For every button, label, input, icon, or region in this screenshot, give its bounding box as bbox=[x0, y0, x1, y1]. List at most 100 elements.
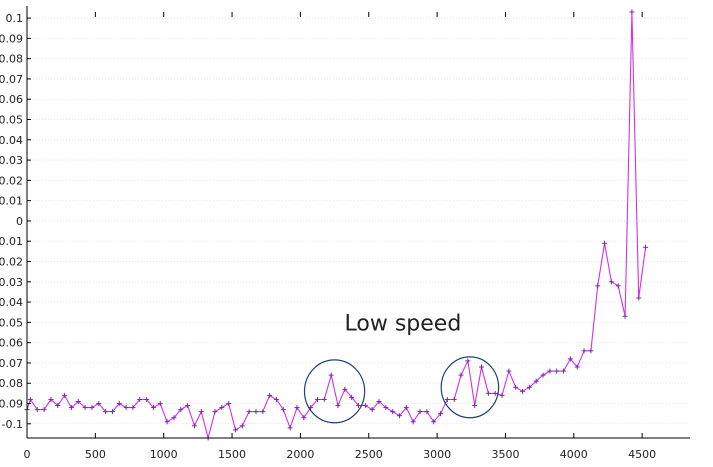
y-tick-label: 0.1 bbox=[6, 12, 24, 25]
highlight-ellipse bbox=[440, 356, 500, 419]
data-point-marker bbox=[82, 405, 88, 411]
data-point-marker bbox=[458, 372, 464, 378]
data-point-marker bbox=[636, 295, 642, 301]
data-point-marker bbox=[438, 411, 444, 417]
data-point-marker bbox=[239, 423, 245, 429]
data-point-marker bbox=[123, 405, 129, 411]
y-tick-label: -0.04 bbox=[0, 296, 23, 309]
highlight-ellipses bbox=[303, 356, 500, 424]
data-point-marker bbox=[533, 378, 539, 384]
data-point-marker bbox=[390, 409, 396, 415]
x-tick-label: 500 bbox=[85, 448, 106, 461]
y-tick-label: 0.03 bbox=[0, 154, 23, 167]
data-point-marker bbox=[595, 283, 601, 289]
data-point-marker bbox=[397, 413, 403, 419]
data-point-marker bbox=[417, 409, 423, 415]
data-point-marker bbox=[540, 372, 546, 378]
data-point-marker bbox=[403, 405, 409, 411]
data-point-marker bbox=[485, 390, 491, 396]
data-point-marker bbox=[410, 419, 416, 425]
annotation-label: Low speed bbox=[345, 311, 462, 336]
data-point-marker bbox=[520, 388, 526, 394]
y-tick-label: 0.08 bbox=[0, 53, 23, 66]
data-point-marker bbox=[465, 358, 471, 364]
y-tick-label: -0.09 bbox=[0, 398, 23, 411]
y-tick-label: -0.08 bbox=[0, 377, 23, 390]
series bbox=[24, 9, 649, 441]
data-point-marker bbox=[103, 409, 109, 415]
data-point-marker bbox=[479, 364, 485, 370]
data-point-marker bbox=[164, 419, 170, 425]
data-point-marker bbox=[246, 409, 252, 415]
data-point-marker bbox=[472, 403, 478, 409]
data-point-marker bbox=[561, 368, 567, 374]
data-point-marker bbox=[48, 396, 54, 402]
data-point-marker bbox=[342, 386, 348, 392]
x-tick-label: 2500 bbox=[355, 448, 383, 461]
y-tick-label: 0.04 bbox=[0, 134, 23, 147]
data-point-marker bbox=[191, 423, 197, 429]
x-tick-label: 0 bbox=[24, 448, 31, 461]
x-tick-label: 1000 bbox=[150, 448, 178, 461]
data-point-marker bbox=[349, 394, 355, 400]
data-point-marker bbox=[260, 409, 266, 415]
x-tick-label: 2000 bbox=[286, 448, 314, 461]
data-point-marker bbox=[581, 348, 587, 354]
data-point-marker bbox=[444, 396, 450, 402]
data-point-marker bbox=[588, 348, 594, 354]
data-point-marker bbox=[574, 364, 580, 370]
y-tick-label: -0.06 bbox=[0, 337, 23, 350]
data-point-marker bbox=[506, 368, 512, 374]
data-point-marker bbox=[253, 409, 259, 415]
data-point-marker bbox=[369, 407, 375, 413]
x-tick-label: 4500 bbox=[628, 448, 656, 461]
data-point-marker bbox=[356, 403, 361, 409]
data-point-marker bbox=[492, 390, 498, 396]
data-point-marker bbox=[226, 401, 232, 407]
data-point-marker bbox=[62, 392, 68, 398]
grid-lines bbox=[27, 17, 690, 425]
data-point-marker bbox=[554, 368, 560, 374]
data-point-marker bbox=[219, 405, 225, 411]
data-point-marker bbox=[34, 407, 40, 413]
data-point-marker bbox=[526, 384, 532, 390]
data-point-marker bbox=[198, 409, 204, 415]
data-point-marker bbox=[513, 384, 519, 390]
y-tick-label: -0.07 bbox=[0, 357, 23, 370]
data-point-marker bbox=[232, 427, 238, 433]
data-point-marker bbox=[144, 396, 150, 402]
data-point-marker bbox=[157, 401, 163, 407]
data-point-marker bbox=[75, 398, 81, 404]
annotations: Low speed bbox=[345, 311, 462, 336]
y-tick-label: 0.09 bbox=[0, 32, 23, 45]
y-tick-label: 0.06 bbox=[0, 93, 23, 106]
data-point-marker bbox=[294, 405, 300, 411]
data-point-marker bbox=[280, 407, 286, 413]
data-point-marker bbox=[27, 396, 33, 402]
data-point-marker bbox=[383, 405, 389, 411]
data-point-marker bbox=[328, 372, 334, 378]
data-point-marker bbox=[68, 405, 74, 411]
data-point-marker bbox=[362, 403, 368, 409]
data-point-marker bbox=[321, 396, 327, 402]
y-tick-label: 0.01 bbox=[0, 195, 23, 208]
y-tick-label: -0.03 bbox=[0, 276, 23, 289]
data-point-marker bbox=[301, 415, 307, 421]
data-point-marker bbox=[314, 396, 320, 402]
tick-labels: 0 500 1000 1500 2000 2500 3000 3500 4000 4500 0.1 0… bbox=[0, 12, 656, 461]
data-point-marker bbox=[267, 392, 273, 398]
data-point-marker bbox=[212, 409, 218, 415]
data-point-marker bbox=[96, 401, 102, 407]
data-point-marker bbox=[376, 398, 382, 404]
data-point-marker bbox=[547, 368, 553, 374]
data-point-marker bbox=[137, 396, 143, 402]
data-point-marker bbox=[109, 409, 115, 415]
data-point-marker bbox=[567, 356, 573, 362]
data-point-marker bbox=[55, 403, 61, 409]
data-point-marker bbox=[130, 405, 136, 411]
data-point-marker bbox=[41, 407, 47, 413]
data-point-marker bbox=[150, 405, 156, 411]
x-tick-label: 3000 bbox=[423, 448, 451, 461]
y-tick-label: -0.01 bbox=[0, 235, 23, 248]
